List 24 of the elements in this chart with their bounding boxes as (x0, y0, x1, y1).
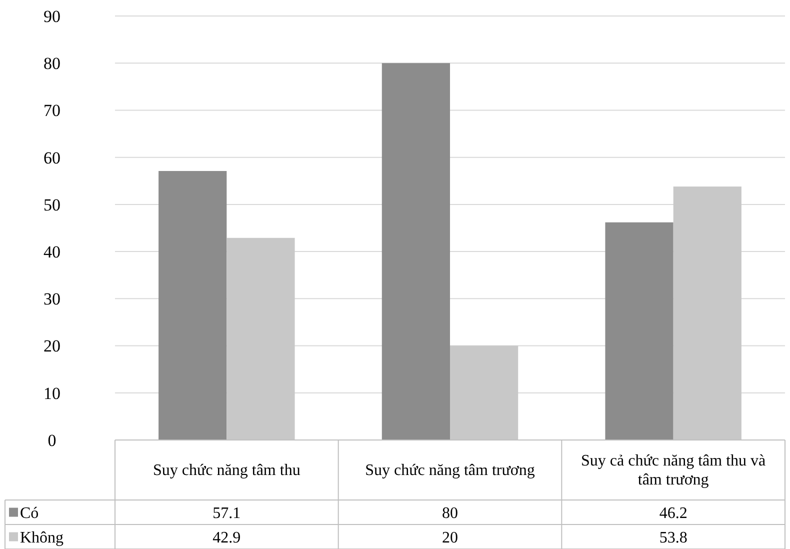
bar (382, 63, 450, 440)
data-label: 80 (442, 504, 458, 522)
bar (605, 222, 674, 440)
y-tick-label: 30 (44, 290, 60, 309)
x-tick-label: Suy chức năng tâm trương (365, 462, 535, 479)
legend-label: Không (20, 529, 64, 546)
y-tick-label: 80 (44, 54, 60, 74)
bar (158, 170, 227, 440)
legend-label: Có (20, 504, 39, 522)
data-label: 53.8 (659, 529, 688, 546)
y-tick-label: 10 (44, 384, 60, 403)
y-tick-label: 40 (44, 242, 60, 262)
x-tick-label: Suy chức năng tâm thu (153, 462, 300, 479)
data-label: 20 (442, 529, 458, 546)
y-tick-label: 0 (48, 430, 56, 450)
y-tick-label: 90 (44, 6, 60, 26)
x-tick-label: Suy cả chức năng tâm thu và tâm trương (581, 452, 766, 488)
data-label: 46.2 (659, 504, 688, 522)
y-tick-label: 60 (44, 148, 60, 168)
data-label: 57.1 (212, 504, 241, 522)
y-tick-label: 50 (44, 195, 60, 214)
data-label: 42.9 (212, 529, 241, 546)
y-tick-label: 70 (44, 101, 60, 120)
y-tick-label: 20 (44, 336, 60, 356)
